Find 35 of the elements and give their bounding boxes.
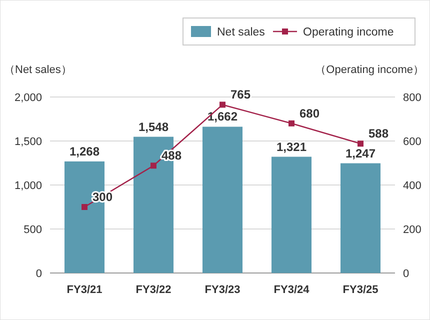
point	[150, 162, 156, 169]
y-tick-label: 1,000	[14, 180, 42, 192]
point	[288, 120, 294, 126]
x-tick-label: FY3/21	[66, 284, 102, 296]
point	[82, 204, 88, 210]
data-label: 588	[368, 126, 389, 141]
y2-tick-label: 600	[403, 136, 422, 148]
y-axis-title: （Net sales）	[4, 64, 72, 76]
y-tick-label: 1,500	[14, 136, 42, 148]
bar	[271, 156, 312, 273]
y2-tick-label: 400	[403, 180, 422, 192]
bar	[202, 126, 243, 273]
x-tick-label: FY3/25	[342, 284, 378, 296]
legend-label: Net sales	[217, 26, 266, 39]
data-label: 680	[300, 106, 320, 120]
y2-tick-label: 0	[403, 268, 410, 280]
y-tick-label: 0	[36, 268, 42, 280]
point	[220, 102, 226, 108]
x-tick-label: FY3/23	[204, 284, 240, 296]
y2-axis-title: （Operating income）	[315, 64, 424, 76]
data-label: 765	[230, 88, 251, 102]
y2-tick-label: 800	[403, 92, 422, 104]
bar	[340, 163, 381, 273]
data-label: 1,321	[276, 140, 307, 154]
data-label: 1,662	[207, 110, 238, 124]
legend-label: Operating income	[303, 26, 394, 39]
x-tick-label: FY3/24	[274, 284, 310, 296]
data-label: 1,548	[138, 120, 169, 134]
data-label: 1,268	[69, 144, 100, 158]
y-tick-label: 2,000	[14, 92, 42, 104]
y2-tick-label: 200	[403, 224, 422, 236]
data-label: 1,247	[345, 146, 376, 160]
point	[358, 140, 364, 147]
x-tick-label: FY3/22	[136, 284, 172, 296]
y-tick-label: 500	[24, 224, 42, 236]
